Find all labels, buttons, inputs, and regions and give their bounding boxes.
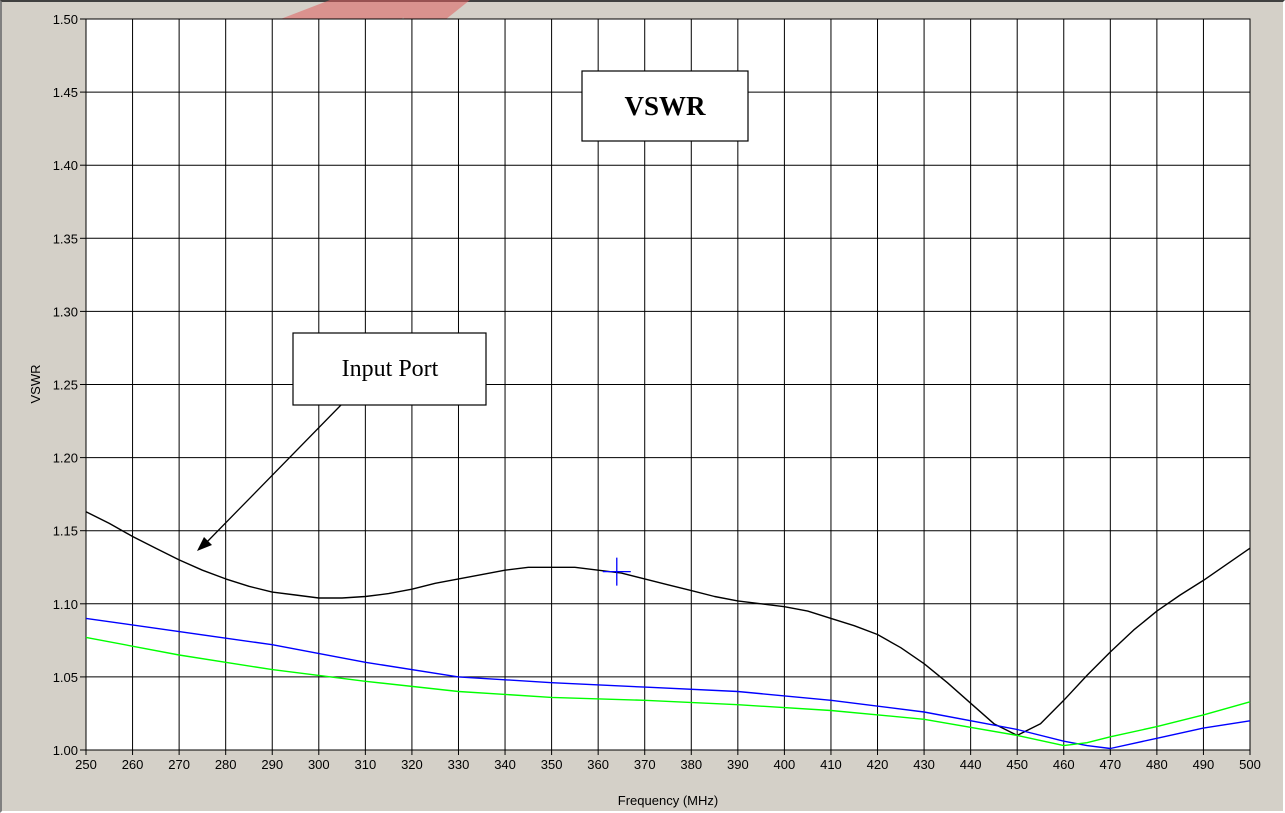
series-line-3 (85, 636, 1251, 747)
grid-lines (85, 18, 1251, 751)
x-tick-label: 450 (1006, 757, 1028, 772)
y-tick-label: 1.05 (53, 670, 78, 685)
x-tick-label: 250 (75, 757, 97, 772)
x-tick-label: 350 (541, 757, 563, 772)
x-tick-label: 430 (913, 757, 935, 772)
x-tick-label: 320 (401, 757, 423, 772)
x-tick-label: 270 (168, 757, 190, 772)
x-tick-label: 400 (774, 757, 796, 772)
x-tick-label: 260 (122, 757, 144, 772)
axis-ticks: 250 260 270 280 290 300 310 320 330 340 350 360 370 3… (53, 12, 1261, 772)
x-tick-label: 390 (727, 757, 749, 772)
x-tick-label: 360 (587, 757, 609, 772)
data-series (85, 511, 1251, 750)
x-tick-label: 380 (680, 757, 702, 772)
x-tick-label: 310 (355, 757, 377, 772)
y-tick-label: 1.50 (53, 12, 78, 27)
annotation-arrowhead (197, 537, 212, 551)
x-tick-label: 420 (867, 757, 889, 772)
x-tick-label: 370 (634, 757, 656, 772)
x-tick-label: 280 (215, 757, 237, 772)
x-tick-label: 330 (448, 757, 470, 772)
cursor-marker (602, 557, 631, 586)
y-tick-label: 1.30 (53, 304, 78, 319)
x-tick-label: 300 (308, 757, 330, 772)
y-tick-label: 1.25 (53, 378, 78, 393)
x-tick-label: 440 (960, 757, 982, 772)
x-tick-label: 460 (1053, 757, 1075, 772)
x-tick-label: 500 (1239, 757, 1261, 772)
series-line-1 (85, 511, 1251, 737)
annotation-arrow (203, 404, 342, 546)
y-tick-label: 1.10 (53, 597, 78, 612)
x-tick-label: 490 (1193, 757, 1215, 772)
y-tick-label: 1.00 (53, 743, 78, 758)
x-tick-label: 410 (820, 757, 842, 772)
chart-title: VSWR (624, 91, 706, 121)
x-tick-label: 480 (1146, 757, 1168, 772)
annotation-input-port: Input Port (197, 332, 487, 551)
annotation-label: Input Port (342, 356, 439, 382)
x-tick-label: 470 (1099, 757, 1121, 772)
chart-title-box: VSWR (581, 70, 749, 142)
x-tick-label: 340 (494, 757, 516, 772)
y-tick-label: 1.40 (53, 158, 78, 173)
x-axis-title: Frequency (MHz) (618, 793, 718, 808)
y-axis-title: VSWR (28, 365, 43, 404)
y-tick-label: 1.35 (53, 231, 78, 246)
x-tick-label: 290 (261, 757, 283, 772)
series-line-2 (85, 617, 1251, 750)
y-tick-label: 1.20 (53, 451, 78, 466)
y-tick-label: 1.45 (53, 85, 78, 100)
y-tick-label: 1.15 (53, 524, 78, 539)
